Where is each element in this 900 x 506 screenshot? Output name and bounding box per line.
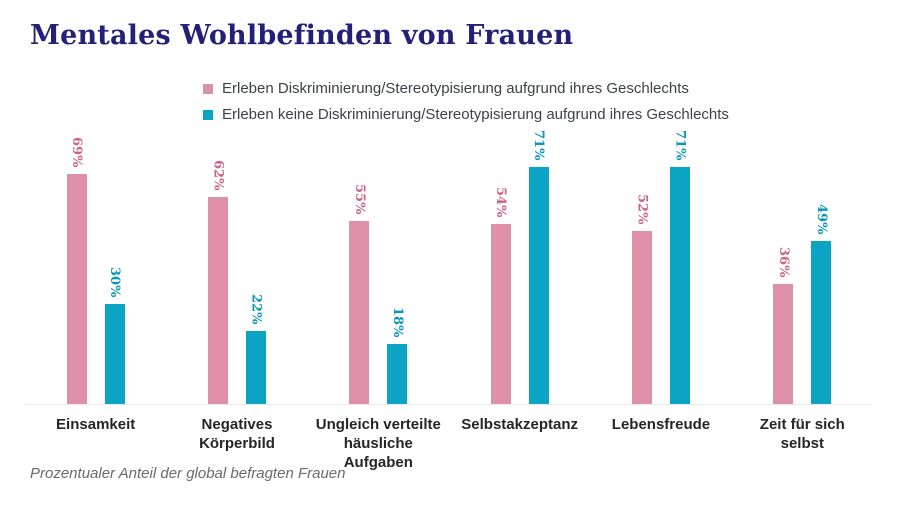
bar-column: 62% bbox=[207, 159, 228, 404]
bar-value-label: 22% bbox=[248, 293, 264, 324]
legend-swatch-pink bbox=[203, 83, 213, 94]
bar-column: 69% bbox=[66, 136, 87, 404]
bar bbox=[245, 331, 266, 404]
bar-column: 18% bbox=[387, 306, 408, 404]
plot-area: 69% 30% 62% 22% 55% 18% 54% 71% 52% 71% … bbox=[25, 130, 873, 405]
bar bbox=[811, 241, 832, 404]
bar-column: 30% bbox=[104, 266, 125, 404]
bar-column: 71% bbox=[669, 129, 690, 404]
bar-value-label: 36% bbox=[775, 246, 791, 277]
bar bbox=[207, 197, 228, 404]
bar-group: 54% 71% bbox=[449, 130, 590, 404]
bar bbox=[387, 344, 408, 404]
bar bbox=[631, 231, 652, 404]
bar-group: 55% 18% bbox=[308, 140, 449, 404]
category-label: Zeit für sich selbst bbox=[759, 416, 845, 452]
bar bbox=[66, 174, 87, 404]
bar-value-label: 69% bbox=[69, 136, 85, 167]
bar bbox=[349, 221, 370, 404]
bar bbox=[773, 284, 794, 404]
category-label: Selbstakzeptanz bbox=[461, 416, 578, 433]
bar-value-label: 54% bbox=[493, 186, 509, 217]
category-label: Einsamkeit bbox=[56, 416, 136, 433]
bar-chart: 69% 30% 62% 22% 55% 18% 54% 71% 52% 71% … bbox=[25, 130, 873, 472]
bar-group: 69% 30% bbox=[25, 136, 166, 404]
bar-column: 54% bbox=[490, 186, 511, 404]
bar bbox=[104, 304, 125, 404]
bar-value-label: 52% bbox=[634, 193, 650, 224]
bar-column: 22% bbox=[245, 293, 266, 404]
bar-value-label: 18% bbox=[389, 306, 405, 337]
category-label: Negatives Körperbild bbox=[199, 416, 275, 452]
footer-note: Prozentualer Anteil der global befragten… bbox=[30, 465, 346, 482]
legend-label-no-discrimination: Erleben keine Diskriminierung/Stereotypi… bbox=[222, 106, 729, 123]
bar-value-label: 49% bbox=[813, 203, 829, 234]
x-axis-labels: Einsamkeit Negatives Körperbild Ungleich v… bbox=[25, 405, 873, 472]
bar-column: 52% bbox=[631, 193, 652, 404]
bar-value-label: 71% bbox=[672, 129, 688, 160]
bar-column: 71% bbox=[528, 129, 549, 404]
bar-value-label: 55% bbox=[351, 183, 367, 214]
category-label: Ungleich verteilte häusliche Aufgaben bbox=[315, 416, 441, 471]
bar bbox=[490, 224, 511, 404]
legend-label-discrimination: Erleben Diskriminierung/Stereotypisierun… bbox=[222, 80, 689, 97]
legend: Erleben Diskriminierung/Stereotypisierun… bbox=[203, 80, 729, 123]
bar-value-label: 71% bbox=[531, 129, 547, 160]
bar-column: 55% bbox=[349, 183, 370, 404]
legend-item-no-discrimination: Erleben keine Diskriminierung/Stereotypi… bbox=[203, 106, 729, 123]
bar-column: 49% bbox=[811, 203, 832, 404]
bar-value-label: 62% bbox=[210, 159, 226, 190]
bar-group: 62% 22% bbox=[166, 140, 307, 404]
bar bbox=[528, 167, 549, 404]
bar-group: 36% 49% bbox=[732, 140, 873, 404]
bar bbox=[669, 167, 690, 404]
bar-group: 52% 71% bbox=[590, 130, 731, 404]
legend-swatch-teal bbox=[203, 109, 213, 120]
legend-item-discrimination: Erleben Diskriminierung/Stereotypisierun… bbox=[203, 80, 729, 97]
category-label: Lebensfreude bbox=[611, 416, 711, 433]
bar-column: 36% bbox=[773, 246, 794, 404]
bar-value-label: 30% bbox=[107, 266, 123, 297]
page-title: Mentales Wohlbefinden von Frauen bbox=[30, 20, 574, 51]
